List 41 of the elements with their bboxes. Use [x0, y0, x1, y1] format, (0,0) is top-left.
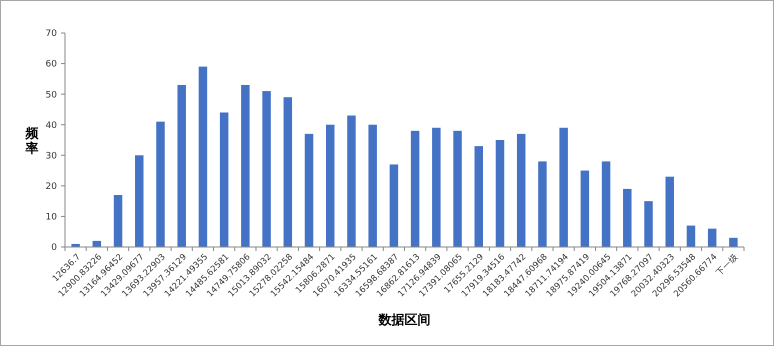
bar [729, 238, 738, 247]
bar [496, 140, 504, 247]
bar [432, 128, 441, 247]
bar [708, 228, 716, 247]
bar [623, 188, 632, 247]
bar [114, 195, 122, 247]
bar [304, 134, 314, 247]
y-tick-label: 10 [46, 212, 58, 223]
bar [92, 240, 102, 247]
bar [665, 176, 674, 247]
bar [580, 170, 590, 247]
bar [516, 134, 526, 247]
y-tick-label: 30 [46, 151, 58, 162]
bar [410, 130, 420, 247]
bar [198, 66, 208, 247]
bar [686, 226, 696, 247]
bar [177, 84, 186, 247]
bar [538, 161, 547, 247]
bar [326, 124, 334, 247]
bar [156, 122, 165, 247]
bar [453, 130, 462, 247]
bar [474, 146, 484, 247]
y-tick-label: 60 [46, 60, 58, 70]
bar [644, 201, 653, 247]
y-axis-title: 频率 [24, 126, 40, 157]
bar [135, 155, 144, 247]
bar [390, 164, 398, 247]
bar [368, 124, 377, 247]
bar [220, 112, 228, 247]
y-tick-label: 50 [46, 90, 58, 100]
bar [347, 116, 356, 247]
bar [559, 128, 568, 247]
y-tick-label: 40 [46, 120, 58, 131]
bar [262, 91, 271, 247]
bar [241, 84, 250, 247]
y-tick-label: 0 [51, 243, 58, 254]
y-tick-label: 20 [46, 182, 58, 192]
bar [602, 161, 610, 247]
x-axis-title: 数据区间 [378, 313, 430, 328]
bar [284, 97, 292, 247]
y-tick-label: 70 [46, 29, 58, 40]
